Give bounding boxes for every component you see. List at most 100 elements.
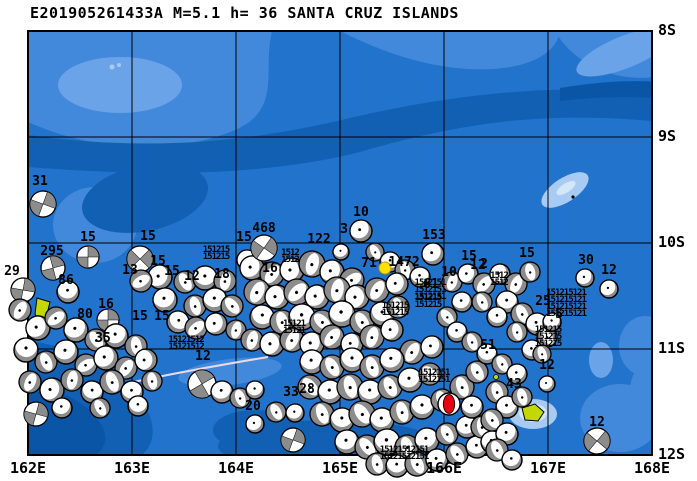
beachball [377, 374, 403, 400]
beachball [245, 414, 265, 434]
beachball [511, 386, 533, 408]
scribble-text: 1512151 [419, 375, 451, 385]
beachball [349, 219, 373, 243]
beachball [435, 422, 459, 446]
beachball [491, 353, 513, 375]
beachball [486, 304, 508, 328]
beachball [472, 272, 496, 296]
beachball [129, 269, 153, 293]
beachball [302, 284, 330, 310]
scribble-text: 1512151 [415, 278, 447, 288]
beachball [369, 405, 395, 433]
depth-label: 15 [150, 254, 166, 269]
depth-label: 16 [262, 261, 278, 276]
beachball [103, 321, 129, 349]
beachball [334, 427, 360, 455]
depth-label: 71 [361, 256, 377, 271]
beachball [250, 234, 278, 262]
depth-label: 15 [461, 249, 477, 264]
depth-label: 12 [539, 358, 555, 373]
beachball [283, 278, 311, 306]
beachball [446, 319, 468, 343]
beachball [461, 331, 483, 353]
beachball [37, 377, 65, 403]
beachball [126, 245, 154, 273]
beachball [354, 434, 380, 460]
depth-label: 2 [480, 257, 488, 272]
scribble-text: 15121 [283, 319, 306, 329]
y-axis-label: 11S [658, 339, 685, 357]
beachball [365, 452, 389, 476]
beachball [319, 354, 345, 380]
beachball [225, 319, 247, 341]
depth-label: 16 [98, 297, 114, 312]
depth-label: 35 [95, 331, 111, 346]
depth-label: 10 [441, 265, 457, 280]
depth-label: 20 [245, 399, 261, 414]
y-axis-label: 8S [658, 21, 676, 39]
y-axis-label: 10S [658, 233, 685, 251]
beachball [397, 365, 423, 393]
beachball [184, 316, 208, 340]
scribble-text: 1512 [281, 248, 299, 258]
depth-label: 1472 [388, 255, 419, 270]
island [521, 403, 545, 422]
depth-label: 5 [555, 307, 563, 322]
beachball [298, 250, 326, 278]
depth-label: 31 [32, 174, 48, 189]
beachball [386, 295, 410, 319]
beachball [328, 298, 356, 328]
beachball [127, 393, 149, 417]
beachball [141, 370, 163, 392]
beachball [210, 378, 234, 404]
beachball [13, 335, 39, 363]
beachball [166, 309, 190, 334]
scribble-text: 151215121 [546, 309, 586, 319]
beachball [249, 302, 275, 330]
depth-label: 15 [519, 246, 535, 261]
map-frame [27, 30, 653, 456]
beachball [460, 393, 484, 419]
x-axis-label: 168E [634, 459, 670, 477]
beachball [365, 242, 385, 262]
beachball [99, 369, 125, 395]
scribble-text: 151215 [415, 293, 442, 303]
depth-label: 33 [283, 385, 299, 400]
x-axis-label: 162E [10, 459, 46, 477]
y-axis-label: 9S [658, 127, 676, 145]
beachball [29, 190, 57, 218]
x-axis-label: 163E [114, 459, 150, 477]
x-axis-label: 164E [218, 459, 254, 477]
beachball [404, 451, 430, 477]
beachball [213, 269, 237, 293]
scribble-text: 15121512 [168, 335, 204, 345]
scribble-text: 1512151 [415, 292, 447, 302]
beachball [285, 402, 305, 423]
x-axis-label: 165E [322, 459, 358, 477]
beachball [245, 379, 265, 400]
depth-label: 12 [184, 269, 200, 284]
beachball [456, 263, 479, 285]
beachball [506, 362, 528, 385]
beachball [385, 452, 409, 478]
scribble-text: 151215 [535, 325, 562, 335]
beachball [421, 242, 445, 266]
depth-label: 15 [132, 309, 148, 324]
beachball [501, 448, 523, 471]
depth-label: 295 [40, 244, 63, 259]
beachball [599, 279, 619, 299]
depth-label: 12 [601, 263, 617, 278]
beachball [152, 285, 178, 313]
beachball [504, 272, 528, 296]
depth-label: 15 [236, 230, 252, 245]
depth-label: 28 [299, 382, 315, 397]
beachball [488, 263, 511, 285]
beachball [288, 301, 316, 331]
beachball [379, 346, 405, 373]
depth-label: 12 [195, 349, 211, 364]
beachball [437, 392, 461, 416]
scribble-text: 15121512 [168, 342, 204, 352]
beachball [299, 347, 325, 375]
